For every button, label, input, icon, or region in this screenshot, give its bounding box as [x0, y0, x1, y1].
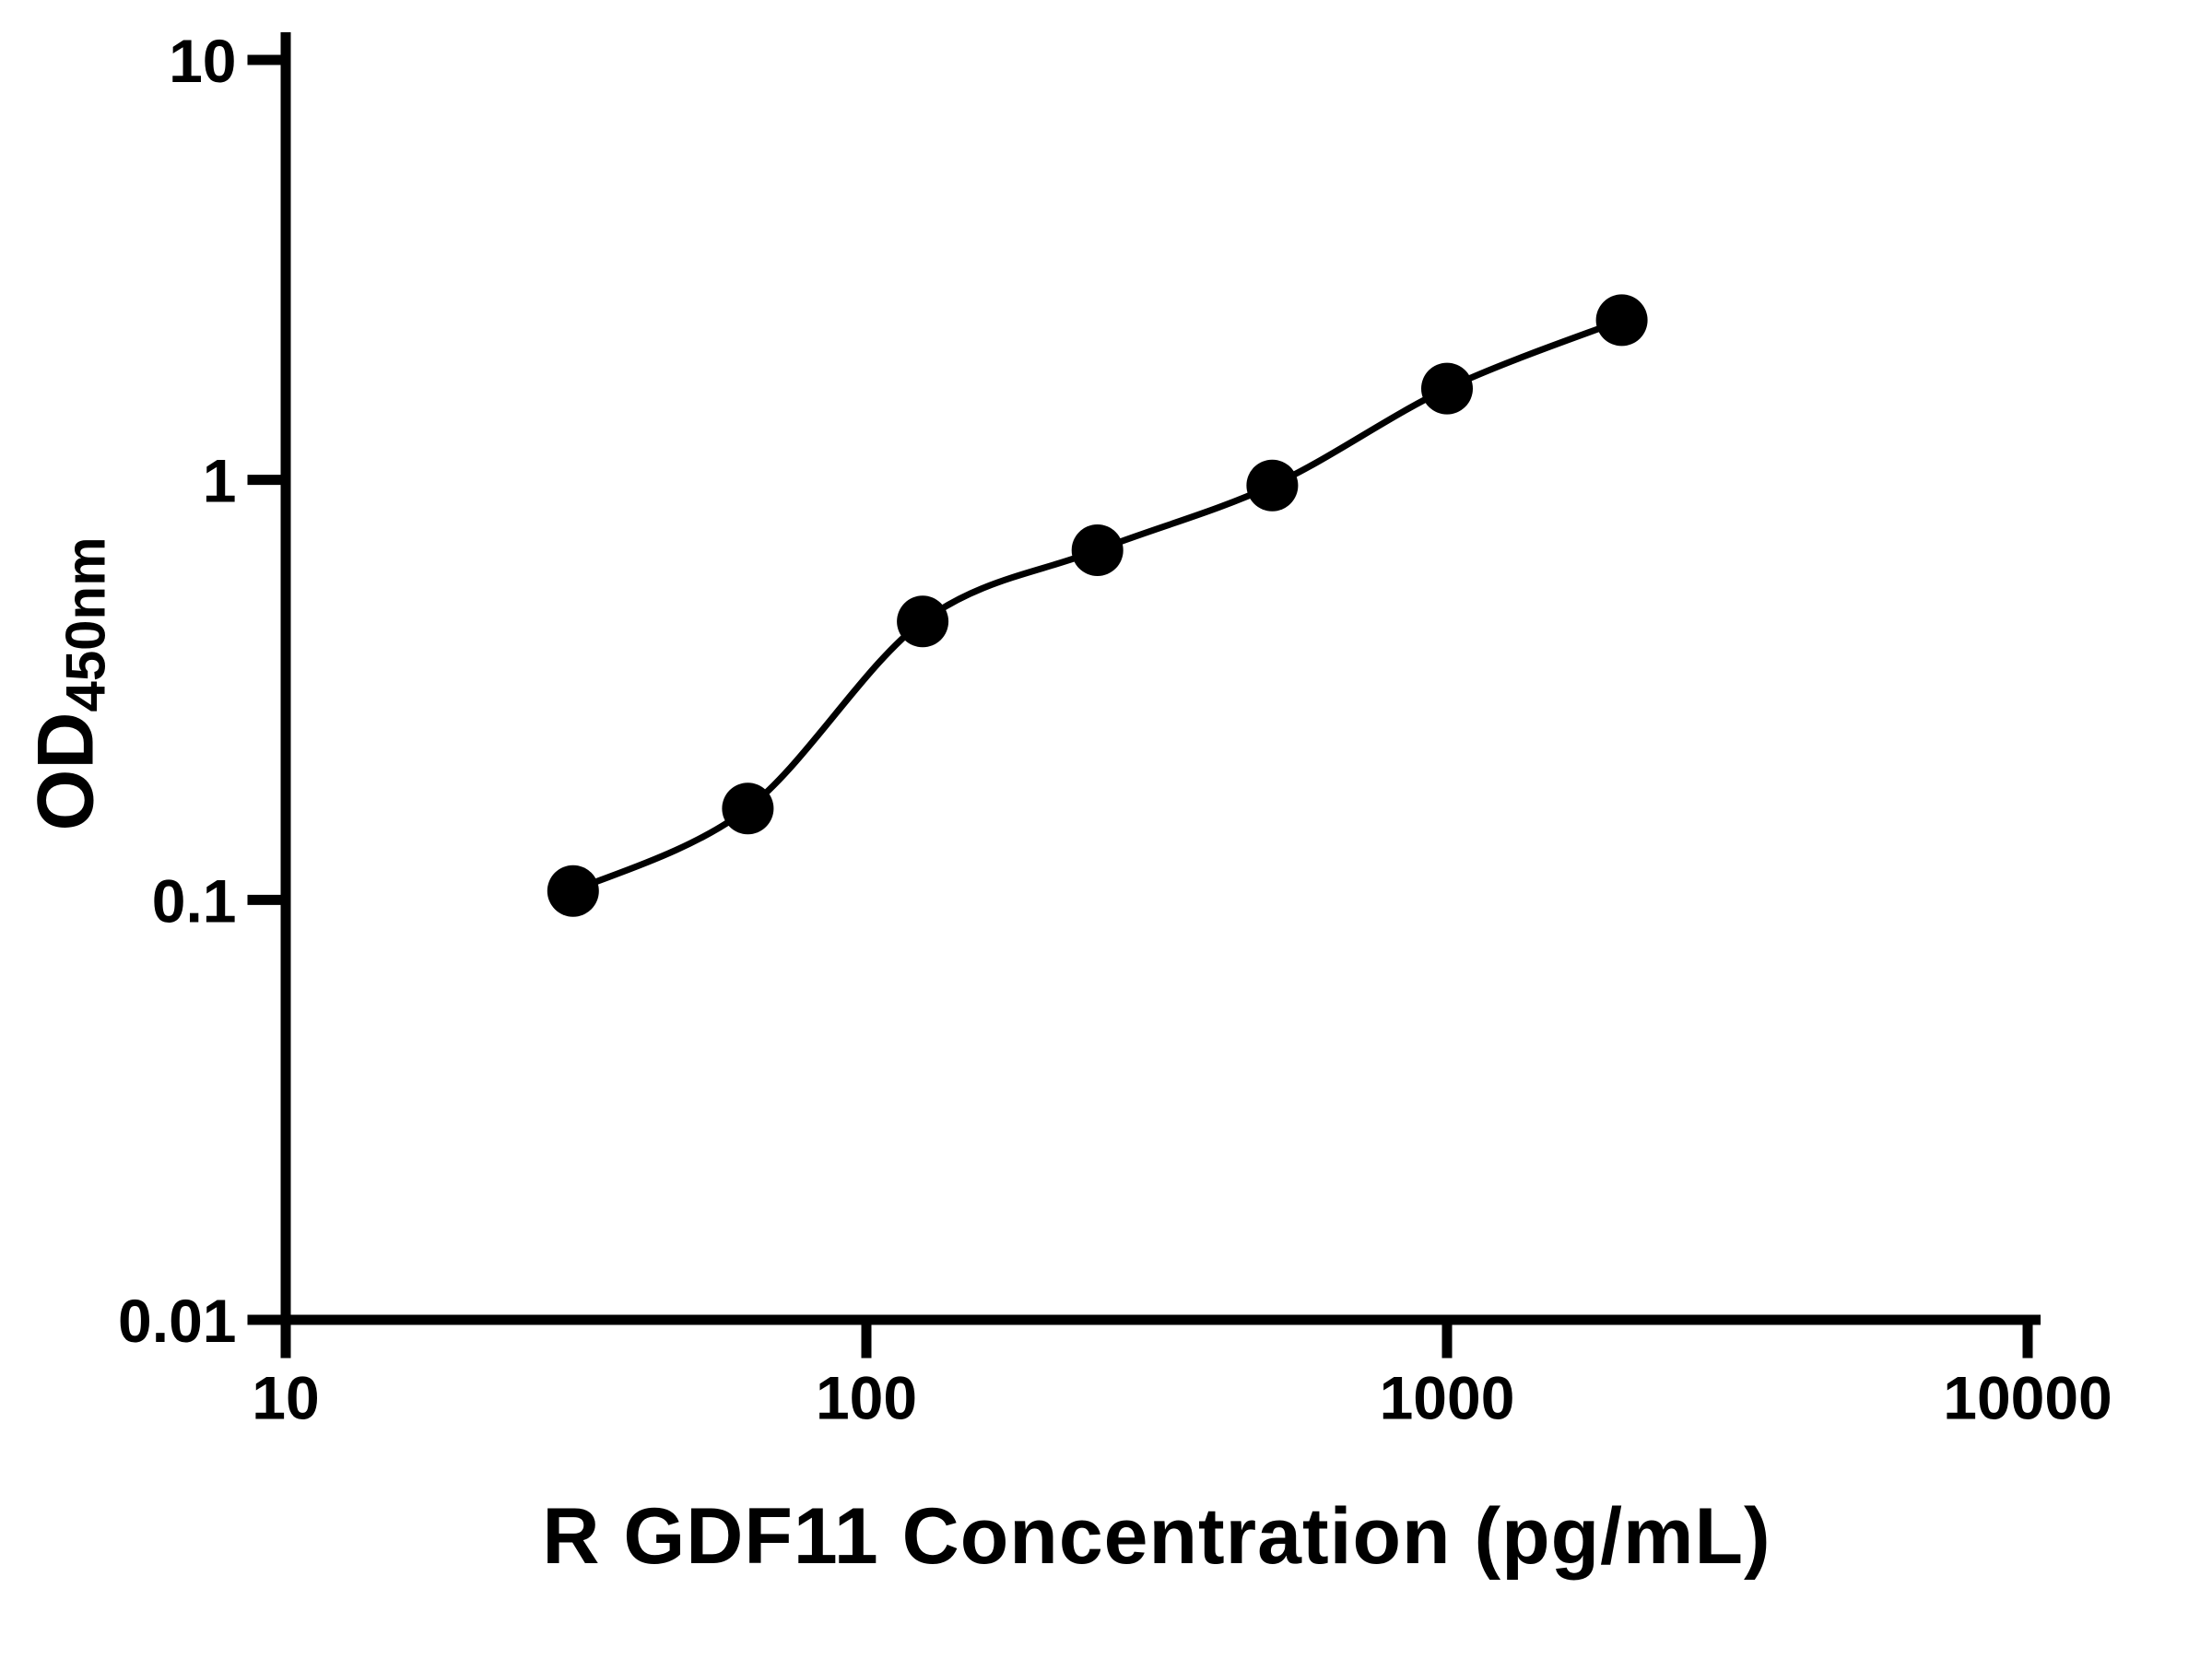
x-axis-tick-label: 10000 — [1943, 1364, 2112, 1432]
data-point — [1421, 362, 1473, 415]
x-axis-tick-label: 100 — [816, 1364, 917, 1432]
data-point — [1071, 524, 1124, 576]
y-axis-title-sub: 450nm — [54, 536, 117, 712]
y-axis-tick-label: 1 — [203, 447, 237, 515]
y-axis-tick-label: 0.1 — [152, 866, 237, 935]
x-axis-title: R GDF11 Concentration (pg/mL) — [542, 1492, 1771, 1581]
y-axis-title: OD450nm — [21, 536, 117, 831]
y-axis-tick-label: 10 — [169, 27, 236, 95]
data-point — [1246, 459, 1299, 512]
data-point — [1595, 294, 1648, 347]
data-point — [897, 595, 949, 648]
data-point — [722, 782, 774, 835]
y-axis-tick-label: 0.01 — [118, 1287, 236, 1355]
x-axis-tick-label: 1000 — [1380, 1364, 1515, 1432]
data-point — [547, 865, 599, 917]
y-axis-title-main: OD — [21, 712, 111, 831]
x-axis-tick-label: 10 — [252, 1364, 319, 1432]
